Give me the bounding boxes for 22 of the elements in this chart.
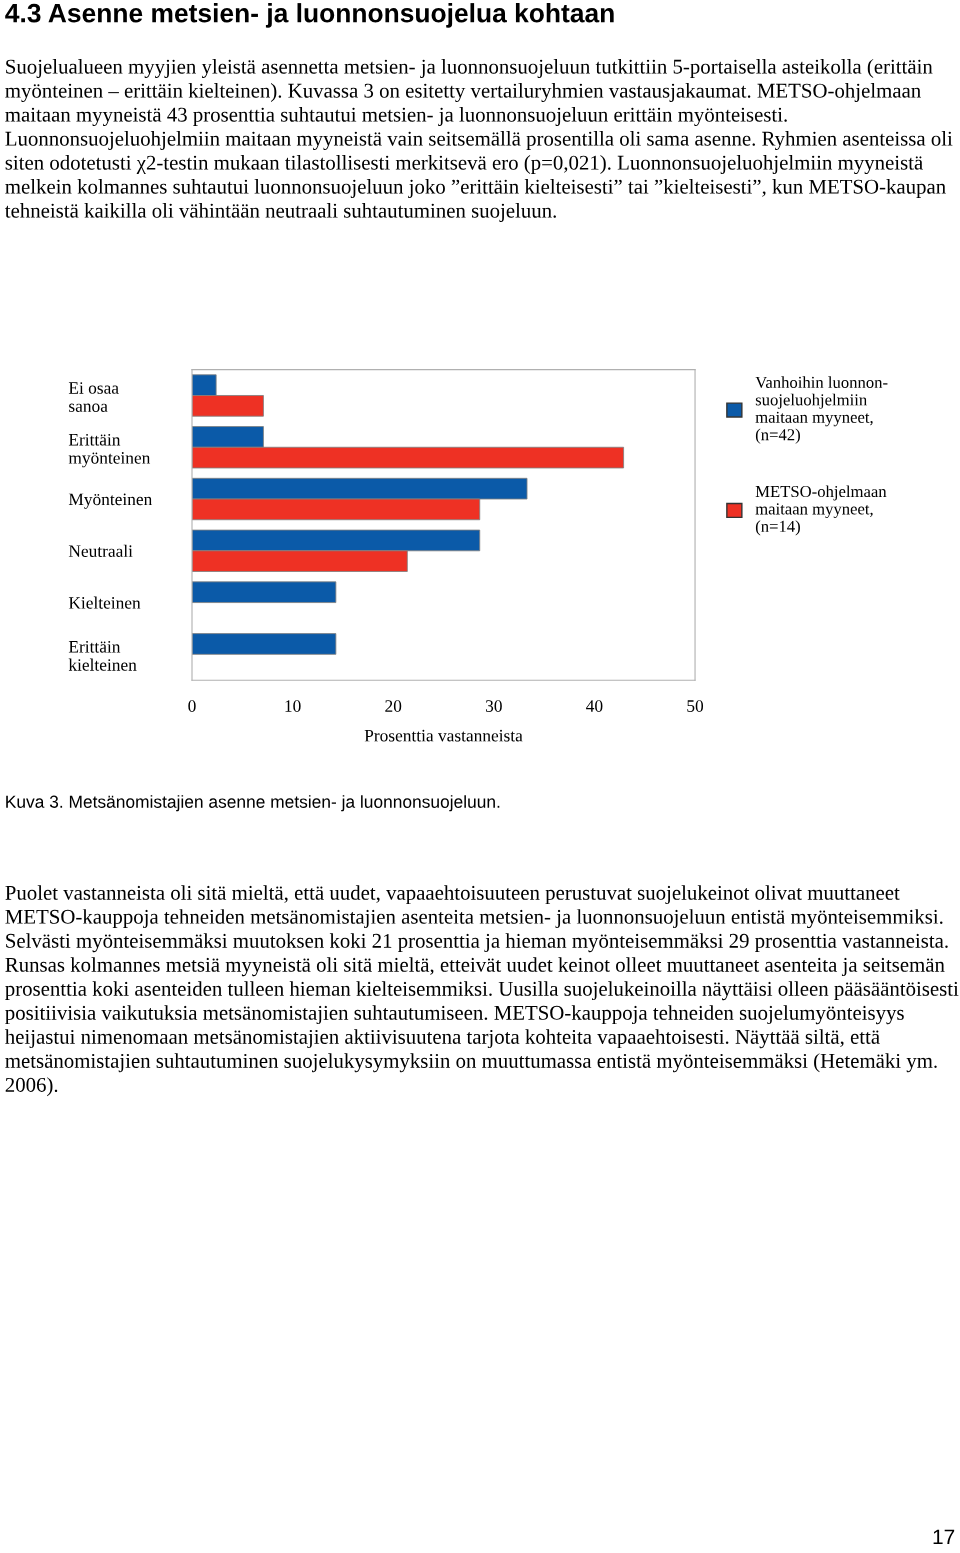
text: 17 — [933, 1529, 955, 1545]
x-tick-label: 20 — [385, 700, 402, 712]
text: Kuva 3. Metsänomistajien asenne metsien- ja luonnonsuojeluun. — [6, 795, 500, 812]
x-tick-label: 10 — [285, 700, 301, 712]
x-tick-label: 30 — [485, 700, 502, 712]
legend-label: METSO-ohjelmaan maitaan myyneet, (n=14) — [755, 485, 887, 536]
text: Puolet vastanneista oli sitä mieltä, että uudet, vapaaehtoisuuteen perustuvat suojelukeinot olivat muuttaneet METSO-kauppoja tehneiden metsänomistajien asenteita metsien- ja luonnonsuojeluun entistä myönteisemmiksi. Selvästi myönteisemmäksi muutoksen koki 21 prosenttia ja hieman myönteisemmäksi 29 prosenttia vastanneista. Runsas kolmannes metsiä myyneistä oli sitä mieltä, etteivät uudet keinot olleet muuttaneet asenteita ja seitsemän prosenttia koki asenteiden tulleen hieman kielteisemmiksi. Uusilla suojelukeinoilla näyttäisi olleen pääsääntöisesti positiivisia vaikutuksia metsänomistajien suhtautumiseen. METSO-kauppoja tehneiden suojelumyönteisyys heijastui nimenomaan metsänomistajien aktiivisuutena tarjota kohteita vapaaehtoisesti. Näyttää siltä, että metsänomistajien suhtautuminen suojelukysymyksiin on muuttumassa entistä myönteisemmäksi (Hetemäki ym. 2006). — [5, 885, 959, 1097]
y-tick-label: Erittäin kielteinen — [68, 640, 137, 671]
x-axis-title: Prosenttia vastanneista — [364, 729, 523, 742]
text: Suojelualueen myyjien yleistä asennetta metsien- ja luonnonsuojeluun tutkittiin 5-portaisella asteikolla (erittäin myönteinen – erittäin kielteinen). Kuvassa 3 on esitetty vertailuryhmien vastausjakaumat. METSO-ohjelmaan maitaan myyneistä 43 prosenttia suhtautui metsien- ja luonnonsuojeluun erittäin myönteisesti. Luonnonsuojeluohjelmiin maitaan myyneistä vain seitsemällä prosentilla oli sama asenne. Ryhmien asenteissa oli siten odotetusti χ2-testin mukaan tilastollisesti merkitsevä ero (p=0,021). Luonnonsuojeluohjelmiin myyneistä melkein kolmannes suhtautui luonnonsuojeluun joko ”erittäin kielteisesti” tai ”kielteisesti”, kun METSO-kaupan tehneistä kaikilla oli vähintään neutraali suhtautuminen suojeluun. — [5, 59, 953, 222]
y-tick-label: Myönteinen — [68, 493, 153, 509]
y-tick-label: Neutraali — [68, 544, 133, 557]
y-tick-label: Ei osaa sanoa — [68, 382, 119, 412]
x-tick-label: 0 — [188, 700, 196, 712]
y-tick-label: Kielteinen — [68, 596, 141, 609]
legend-label: Vanhoihin luonnon- suojeluohjelmiin maitaan myyneet, (n=42) — [755, 376, 888, 444]
x-tick-label: 50 — [687, 700, 704, 712]
x-tick-label: 40 — [586, 700, 603, 712]
bar — [192, 633, 337, 655]
y-tick-label: Erittäin myönteinen — [68, 433, 151, 468]
chart-title: 4.3 Asenne metsien- ja luonnonsuojelua kohtaan — [5, 3, 614, 28]
bar — [192, 581, 337, 603]
